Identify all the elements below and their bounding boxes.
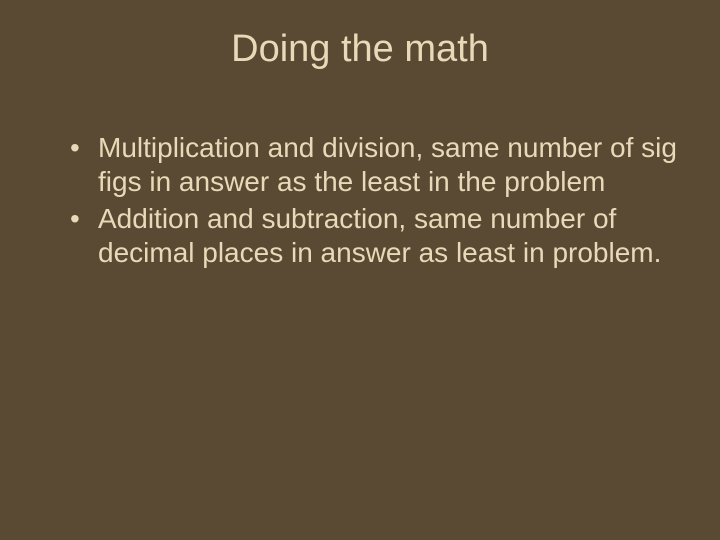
slide-container: Doing the math Multiplication and divisi… xyxy=(0,0,720,540)
bullet-item: Multiplication and division, same number… xyxy=(70,131,680,198)
bullet-item: Addition and subtraction, same number of… xyxy=(70,202,680,269)
bullet-list: Multiplication and division, same number… xyxy=(40,131,680,269)
slide-title: Doing the math xyxy=(40,28,680,71)
